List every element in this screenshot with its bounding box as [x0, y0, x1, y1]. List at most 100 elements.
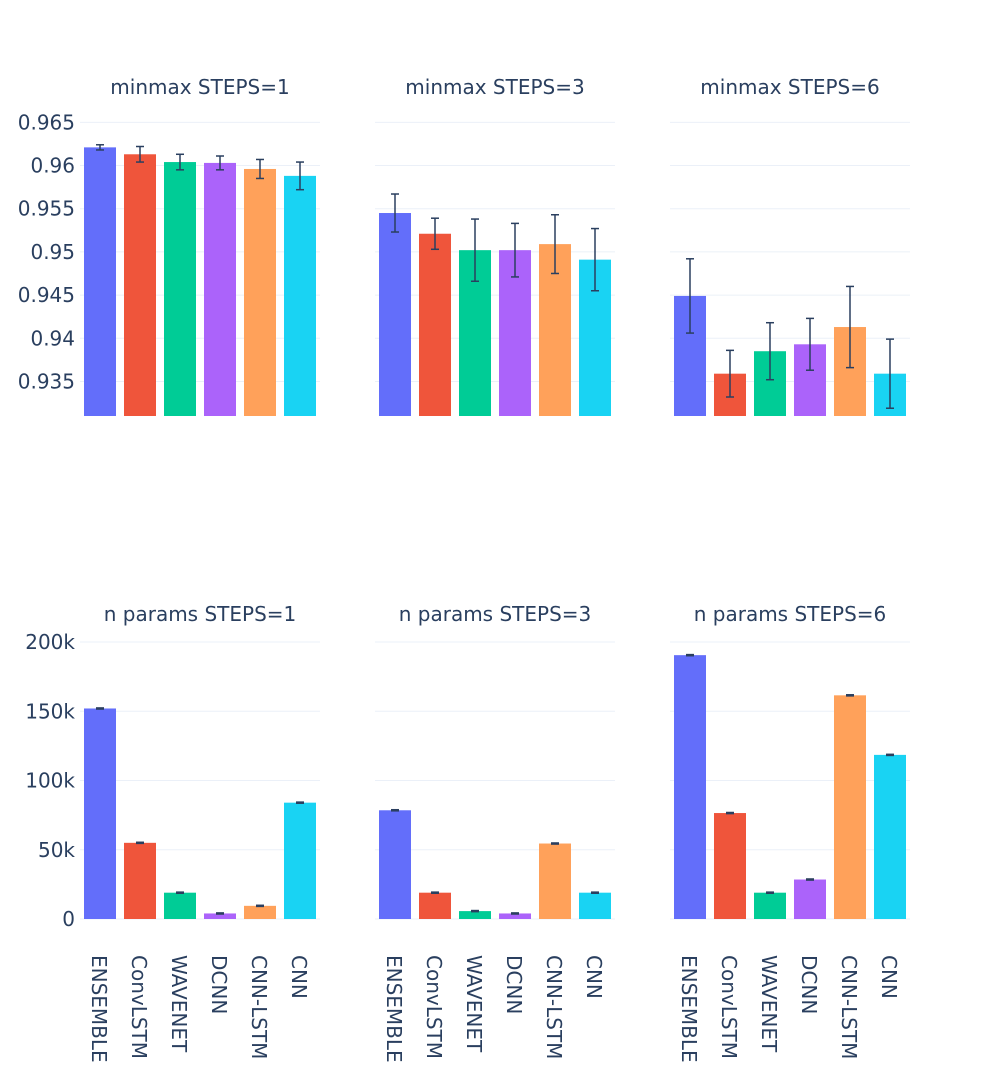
error-bar	[216, 155, 224, 171]
error-bar	[136, 145, 144, 163]
y-tick-label: 50k	[38, 838, 75, 862]
x-tick-label: WAVENET	[462, 955, 486, 1053]
bar-dcnn	[499, 250, 531, 416]
x-tick-label: CNN-LSTM	[542, 955, 566, 1059]
y-tick-label: 0.96	[30, 154, 75, 178]
error-bar	[726, 349, 734, 398]
x-tick-label: ConvLSTM	[127, 955, 151, 1059]
y-tick-label: 0.935	[18, 369, 75, 393]
x-tick-label: DCNN	[502, 955, 526, 1014]
y-tick-label: 0.94	[30, 326, 75, 350]
x-tick-label: DCNN	[207, 955, 231, 1014]
error-bar	[511, 222, 519, 278]
error-bar	[471, 909, 479, 913]
error-bar	[431, 217, 439, 251]
bar-dcnn	[204, 913, 236, 919]
subplot-4: 0 50k 100k 150k 200k n params STEPS=1 ENSEMBLE…	[25, 602, 320, 1063]
error-bar	[256, 158, 264, 180]
error-bar	[591, 227, 599, 292]
error-bar	[686, 653, 694, 657]
bar-dcnn	[204, 162, 236, 416]
subplot-title: n params STEPS=3	[399, 602, 592, 626]
bar-ensemble	[674, 655, 706, 919]
bar-ensemble	[84, 147, 116, 417]
bar-cnn-lstm	[834, 695, 866, 919]
subplot-5: n params STEPS=3 ENSEMBLE ConvLSTM WAVENET D…	[375, 602, 615, 1063]
subplot-title: n params STEPS=6	[694, 602, 887, 626]
bar-cnn	[874, 754, 906, 919]
x-tick-label: CNN-LSTM	[247, 955, 271, 1059]
x-tick-label: CNN	[582, 955, 606, 999]
error-bar	[551, 842, 559, 845]
error-bar	[256, 904, 264, 908]
error-bar	[471, 218, 479, 283]
error-bar	[216, 912, 224, 915]
x-tick-label: ENSEMBLE	[382, 955, 406, 1063]
subplot-title: minmax STEPS=6	[700, 75, 879, 99]
error-bar	[886, 753, 894, 757]
y-tick-label: 0.965	[18, 110, 75, 134]
x-tick-label: CNN	[877, 955, 901, 999]
x-tick-label: ENSEMBLE	[87, 955, 111, 1063]
bar-cnn-lstm	[539, 843, 571, 919]
y-tick-label: 0.95	[30, 240, 75, 264]
x-tick-label: CNN	[287, 955, 311, 999]
subplot-title: minmax STEPS=1	[110, 75, 289, 99]
bar-cnn-lstm	[244, 168, 276, 416]
x-tick-label: DCNN	[797, 955, 821, 1014]
error-bar	[766, 321, 774, 381]
bar-ensemble	[379, 213, 411, 416]
bar-convlstm	[124, 154, 156, 416]
y-tick-label: 150k	[25, 699, 75, 723]
y-tick-label: 0	[62, 907, 75, 931]
error-bar	[846, 285, 854, 369]
error-bar	[176, 153, 184, 171]
y-tick-label: 100k	[25, 769, 75, 793]
subplot-title: n params STEPS=1	[104, 602, 297, 626]
bar-cnn	[579, 892, 611, 919]
x-tick-label: ConvLSTM	[422, 955, 446, 1059]
error-bar	[431, 891, 439, 894]
error-bar	[96, 144, 104, 151]
bar-ensemble	[84, 708, 116, 919]
bar-convlstm	[419, 892, 451, 919]
subplot-title: minmax STEPS=3	[405, 75, 584, 99]
subplot-1: 0.935 0.94 0.945 0.95 0.955 0.96 0.965 minmax S…	[18, 75, 320, 417]
error-bar	[766, 891, 774, 894]
error-bar	[551, 213, 559, 275]
error-bar	[806, 878, 814, 881]
error-bar	[726, 811, 734, 815]
bar-cnn	[284, 802, 316, 919]
error-bar	[296, 801, 304, 804]
error-bar	[296, 161, 304, 191]
error-bar	[686, 258, 694, 334]
y-tick-label: 0.945	[18, 283, 75, 307]
error-bar	[591, 891, 599, 894]
x-tick-label: WAVENET	[167, 955, 191, 1053]
error-bar	[391, 808, 399, 812]
bar-convlstm	[124, 842, 156, 919]
subplot-6: n params STEPS=6 ENSEMBLE ConvLSTM WAVENET D…	[670, 602, 910, 1063]
subplot-2: minmax STEPS=3	[375, 75, 615, 416]
bar-cnn-lstm	[244, 905, 276, 919]
error-bar	[136, 841, 144, 845]
bar-ensemble	[379, 810, 411, 919]
error-bar	[96, 707, 104, 710]
error-bar	[806, 317, 814, 371]
x-tick-label: CNN-LSTM	[837, 955, 861, 1059]
y-tick-label: 200k	[25, 630, 75, 654]
x-tick-label: WAVENET	[757, 955, 781, 1053]
bar-wavenet	[164, 162, 196, 416]
error-bar	[511, 912, 519, 915]
bar-dcnn	[499, 913, 531, 919]
bar-wavenet	[754, 892, 786, 919]
error-bar	[846, 694, 854, 697]
bar-cnn	[284, 175, 316, 416]
subplot-3: minmax STEPS=6	[670, 75, 910, 416]
x-tick-label: ENSEMBLE	[677, 955, 701, 1063]
bar-convlstm	[419, 233, 451, 416]
bar-convlstm	[714, 813, 746, 919]
y-tick-label: 0.955	[18, 197, 75, 221]
bar-wavenet	[164, 892, 196, 919]
